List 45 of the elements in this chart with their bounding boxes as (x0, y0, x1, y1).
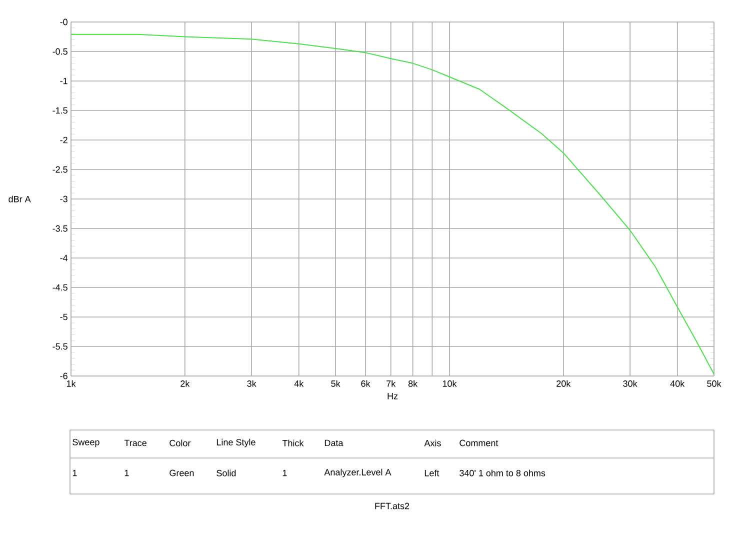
y-tick-label: -3 (60, 196, 68, 202)
x-tick-label: 3k (247, 380, 256, 387)
text: Comment (460, 440, 498, 446)
x-tick-label: 5k (331, 380, 340, 387)
x-tick-label: 6k (361, 380, 370, 387)
text: Trace (124, 440, 146, 446)
x-tick-label: 10k (442, 380, 457, 387)
text: Line Style (216, 438, 256, 448)
x-tick-label: 8k (408, 380, 418, 387)
y-tick-label: -2 (60, 136, 68, 144)
y-tick-label: -3.5 (52, 225, 68, 232)
y-tick-label: -1.5 (52, 107, 68, 114)
y-tick-label: -0.5 (52, 48, 68, 55)
text: Axis (424, 440, 441, 446)
x-tick-label: 2k (180, 380, 190, 387)
y-tick-label: -0 (60, 18, 68, 26)
y-tick-label: -4 (60, 254, 68, 262)
x-tick-label: 40k (670, 380, 685, 387)
y-tick-label: -2.5 (52, 166, 68, 173)
y-tick-label: -4.5 (52, 284, 68, 291)
text: Left (424, 470, 440, 476)
text: 1 (72, 470, 77, 476)
x-tick-label: 4k (294, 380, 304, 387)
x-axis-title: Hz (388, 393, 398, 400)
y-axis-title: dBr A (8, 196, 31, 202)
text: Sweep (72, 438, 100, 448)
text: 1 (282, 470, 287, 476)
text: 1 (124, 470, 129, 476)
y-tick-label: -1 (60, 78, 68, 84)
text: Solid (216, 470, 236, 476)
x-tick-label: 7k (386, 380, 396, 387)
text: FFT.ats2 (375, 502, 410, 510)
y-tick-label: -5 (60, 314, 68, 320)
text: Color (170, 440, 191, 446)
text: Analyzer.Level A (324, 468, 392, 478)
y-tick-label: -5.5 (52, 343, 68, 350)
text: Thick (282, 440, 304, 446)
text: Green (170, 470, 194, 476)
x-tick-label: 30k (623, 380, 638, 387)
text: Data (324, 440, 344, 446)
x-tick-label: 50k (707, 380, 722, 387)
x-tick-label: 1k (66, 380, 76, 387)
text: 340' 1 ohm to 8 ohms (460, 470, 546, 476)
x-tick-label: 20k (556, 380, 571, 387)
y-tick-label: -6 (60, 372, 68, 380)
